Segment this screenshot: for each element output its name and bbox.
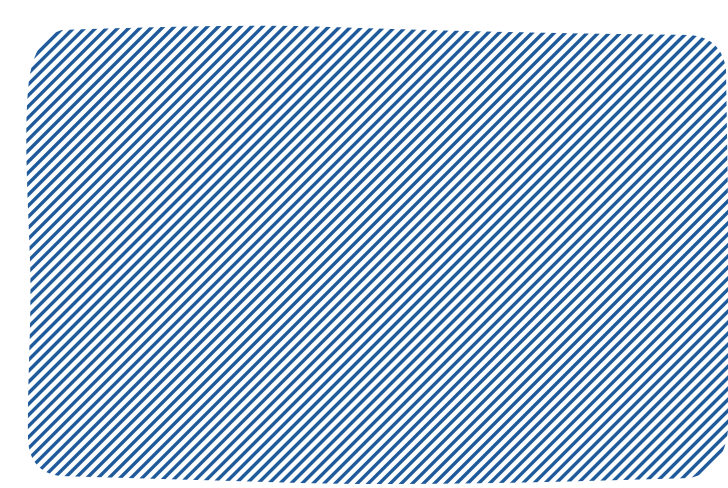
page: (() => { const data = JSON.parse(documen… bbox=[26, 25, 728, 485]
striped-panel bbox=[26, 25, 728, 485]
striped-shape-canvas bbox=[26, 25, 728, 485]
